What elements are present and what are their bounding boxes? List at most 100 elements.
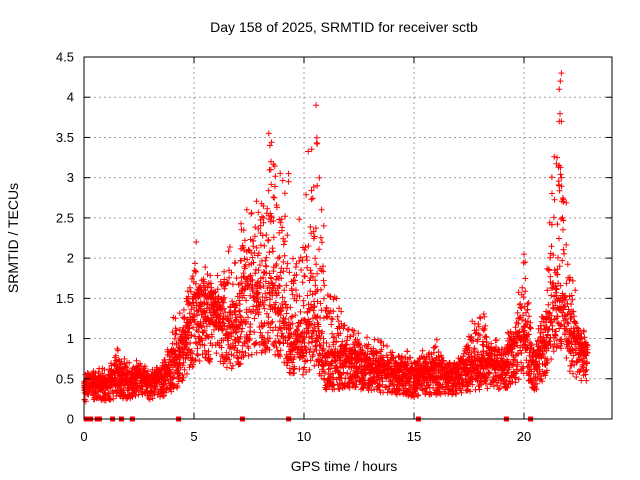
data-point [460,353,467,360]
data-point [520,259,527,266]
data-point [266,142,273,149]
data-point [569,358,576,365]
data-point [560,217,567,224]
data-point [282,316,289,322]
data-point [260,301,267,308]
data-point [266,249,273,256]
data-point [321,375,328,382]
data-point [584,342,591,349]
data-point [474,336,481,343]
data-point [265,236,272,243]
data-point [490,383,497,390]
data-point [549,322,556,329]
data-point [275,289,282,296]
data-point [524,318,531,325]
data-point [310,184,317,190]
data-point [273,261,280,267]
data-point [270,218,277,224]
data-point [378,338,385,345]
data-point [186,284,193,291]
data-point [335,318,342,325]
data-point [297,308,304,315]
data-point [569,277,576,284]
data-point [257,222,264,229]
data-point [554,154,560,161]
data-point [284,232,291,239]
data-point [493,337,500,344]
data-point [322,382,329,389]
data-point [293,260,300,267]
data-point [566,368,573,375]
data-point [238,257,245,264]
data-point [522,288,529,295]
data-point [312,225,319,232]
data-point [336,386,343,392]
data-point [537,345,544,351]
data-point [317,300,324,307]
data-point [297,320,304,327]
data-point [526,324,533,331]
data-point [238,220,244,227]
data-point [172,331,179,338]
data-point [200,329,207,336]
data-point [235,281,242,288]
data-point [265,314,272,321]
data-point [563,280,570,287]
data-point [282,213,289,220]
data-point [581,355,588,362]
data-point [320,263,326,270]
data-point [315,321,322,328]
data-point [199,324,205,331]
data-point [312,277,319,284]
data-point [226,356,233,363]
data-point [272,299,279,306]
data-point [484,374,491,381]
data-point [166,353,173,359]
data-point [565,320,572,327]
data-point [486,369,493,376]
data-point [504,384,511,391]
data-point [279,227,285,234]
data-point [277,219,284,226]
data-point [280,241,287,248]
data-point [440,357,447,364]
data-point [433,336,440,343]
data-point [554,271,561,278]
data-point [259,232,266,239]
data-point [248,351,255,358]
data-point [303,344,309,351]
data-point [238,314,245,321]
data-point [584,359,591,366]
data-point [307,346,314,352]
data-point [221,305,228,312]
data-point [168,388,175,395]
data-point [129,393,136,400]
data-point [264,205,271,212]
data-point [527,339,533,346]
data-point [559,257,566,264]
data-point [568,301,575,308]
data-point [467,334,474,341]
data-point [403,361,410,368]
data-point [236,301,243,308]
data-point [247,292,254,299]
data-point [283,265,290,272]
data-point [250,238,257,244]
data-point [245,345,252,352]
data-point [293,297,300,304]
data-point [301,247,308,253]
data-point [355,330,362,337]
data-point [328,321,335,328]
data-point [263,263,270,270]
data-point [313,332,320,339]
data-point [515,320,522,327]
axis-ticks: 0 0.5 1 1.5 2 2.5 3 3.5 4 4.5 0 5 10 15 20 [56,50,612,444]
data-point [312,325,318,332]
data-point [317,234,324,241]
y-tick-label: 2 [67,251,74,266]
data-point [351,328,358,334]
data-point [550,252,557,258]
data-point [541,322,547,329]
data-point [548,318,555,325]
data-point [584,350,591,356]
